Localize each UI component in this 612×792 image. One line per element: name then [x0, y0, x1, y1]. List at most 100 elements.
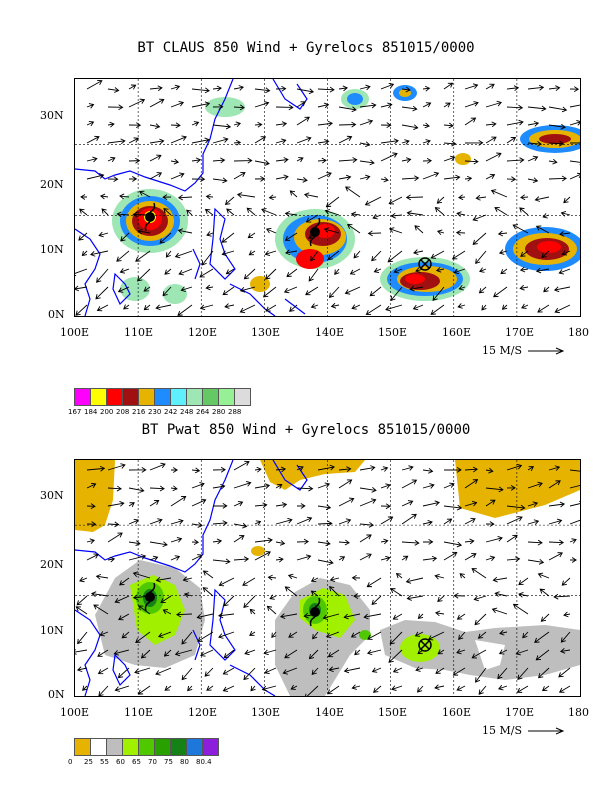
wind-arrow	[338, 479, 353, 489]
wind-arrow	[458, 631, 466, 640]
colorbar-swatch	[106, 738, 123, 756]
wind-arrow	[371, 250, 382, 262]
colorbar-tick-label: 80.4	[196, 758, 212, 766]
wind-arrow	[155, 667, 172, 676]
wind-arrow	[149, 462, 166, 471]
wind-arrow	[435, 266, 445, 273]
wind-arrow	[351, 574, 361, 581]
wind-arrow	[191, 467, 201, 474]
wind-arrow	[212, 157, 226, 164]
wind-arrow	[135, 631, 151, 644]
wind-arrow	[349, 268, 361, 275]
colorbar-swatch	[154, 738, 171, 756]
wind-arrow	[170, 467, 179, 473]
lon-label-150e: 150E	[378, 706, 408, 719]
wind-arrow	[464, 117, 477, 126]
lon-label-160e: 160E	[442, 706, 472, 719]
wind-arrow	[569, 120, 580, 126]
wind-arrow	[296, 136, 312, 144]
wind-arrow	[275, 502, 288, 508]
wind-arrow	[275, 85, 287, 92]
wind-arrow	[170, 84, 181, 91]
wind-arrow	[485, 121, 497, 128]
wind-arrow	[443, 102, 451, 108]
colorbar-tick-label: 248	[180, 408, 194, 416]
wind-arrow	[430, 250, 445, 259]
wind-arrow	[541, 685, 550, 692]
wind-arrow	[519, 207, 529, 216]
wind-arrow	[317, 157, 327, 164]
wind-arrow	[351, 304, 361, 310]
wind-arrow	[308, 649, 319, 660]
wind-arrow	[317, 120, 334, 127]
wind-arrow	[338, 518, 352, 525]
wind-arrow	[359, 521, 375, 528]
wind-arrow	[191, 121, 200, 127]
wind-arrow	[107, 556, 116, 563]
wind-arrow	[247, 232, 256, 239]
wind-arrow	[86, 503, 96, 510]
lat-label-30n: 30N	[40, 489, 64, 502]
wind-arrow	[275, 104, 294, 111]
wind-arrow	[254, 502, 268, 509]
wind-arrow	[527, 105, 547, 112]
wind-arrow	[535, 649, 550, 661]
colorbar-tick-label: 0	[68, 758, 73, 766]
wind-arrow	[225, 268, 235, 275]
pwat-wind-map[interactable]	[74, 459, 581, 697]
wind-arrow	[497, 230, 508, 237]
claus-wind-map[interactable]	[74, 78, 581, 317]
wind-arrow	[456, 648, 466, 655]
wind-arrow	[518, 577, 529, 586]
wind-arrow	[548, 480, 561, 489]
wind-arrow	[93, 604, 109, 615]
scale-arrow-icon	[527, 727, 564, 735]
wind-arrow	[254, 466, 262, 473]
wind-arrow	[506, 504, 526, 511]
wind-arrow	[324, 209, 340, 216]
wind-arrow	[137, 685, 151, 695]
wind-arrow	[560, 631, 571, 643]
wind-arrow	[569, 538, 577, 544]
wind-arrow	[437, 649, 445, 655]
wind-arrow	[296, 116, 310, 126]
wind-arrow	[401, 105, 418, 112]
wind-arrow	[97, 667, 109, 675]
wind-arrow	[472, 214, 487, 222]
wind-arrow	[498, 249, 508, 255]
wind-arrow	[380, 466, 389, 472]
wind-arrow	[97, 649, 109, 657]
wind-arrow	[284, 586, 298, 597]
wind-arrow	[338, 106, 357, 113]
wind-arrow	[266, 605, 277, 615]
wind-arrow	[325, 196, 340, 208]
wind-arrow	[329, 576, 340, 582]
wind-arrow	[464, 158, 479, 165]
wind-arrow	[380, 516, 394, 525]
wind-arrow	[443, 174, 461, 181]
wind-arrow	[443, 518, 453, 525]
wind-arrow	[380, 176, 389, 183]
wind-arrow	[248, 250, 256, 256]
colorbar-swatch	[74, 738, 91, 756]
wind-arrow	[170, 158, 180, 165]
wind-arrow	[414, 225, 424, 234]
wind-arrow	[500, 268, 508, 275]
wind-arrow	[143, 286, 151, 292]
wind-arrow	[233, 121, 242, 128]
wind-arrow	[239, 304, 256, 313]
wind-arrow	[305, 286, 319, 296]
wind-arrow	[520, 194, 529, 201]
wind-arrow	[464, 538, 475, 545]
wind-arrow	[517, 667, 529, 680]
wind-arrow	[254, 136, 267, 144]
wind-arrow	[199, 268, 214, 278]
wind-arrow	[275, 138, 287, 145]
typhoon-symbol-icon	[144, 202, 156, 232]
wind-arrow	[471, 568, 487, 579]
wind-arrow	[86, 521, 97, 527]
wind-arrow	[89, 250, 109, 257]
wind-arrow	[246, 207, 256, 216]
colorbar-swatch	[90, 738, 107, 756]
wind-vectors	[75, 460, 580, 696]
